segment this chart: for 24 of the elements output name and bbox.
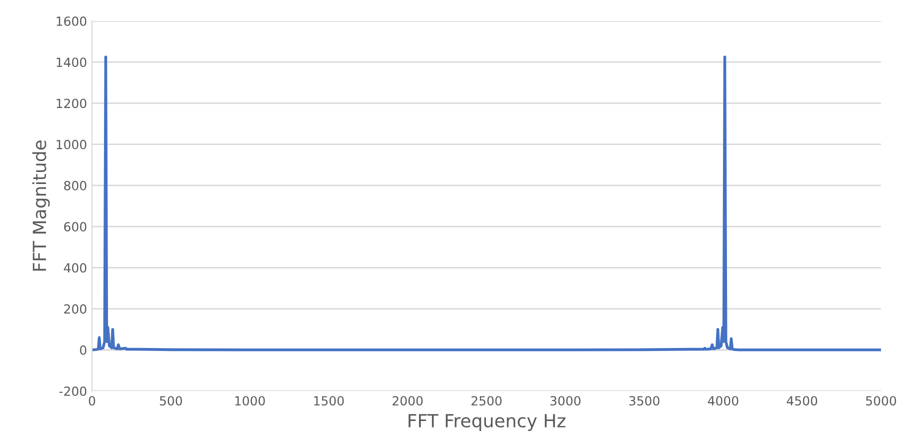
line-series [92, 56, 881, 352]
y-tick-label: 1200 [56, 98, 86, 108]
y-tick-label: 1000 [56, 140, 86, 150]
x-tick-label: 5000 [866, 396, 896, 406]
y-tick-label: 200 [64, 304, 86, 314]
y-axis-title: FFT Magnitude [32, 140, 50, 271]
x-tick-label: 2000 [392, 396, 423, 406]
y-tick-label: -200 [59, 386, 86, 396]
y-tick-label: 800 [64, 180, 86, 190]
x-tick-label: 3000 [550, 396, 580, 406]
y-tick-label: 600 [64, 222, 86, 232]
x-tick-label: 1500 [314, 396, 344, 406]
x-tick-label: 0 [88, 396, 96, 406]
y-tick-label: 400 [64, 263, 86, 273]
x-axis-title: FFT Frequency Hz [408, 414, 566, 431]
x-tick-label: 4500 [786, 396, 818, 406]
x-tick-label: 3500 [629, 396, 660, 406]
y-tick-label: 0 [80, 345, 86, 355]
x-tick-label: 4000 [708, 396, 738, 406]
y-tick-label: 1600 [56, 16, 86, 26]
x-tick-label: 2500 [472, 396, 502, 406]
x-tick-label: 1000 [235, 396, 265, 406]
y-tick-label: 1400 [56, 58, 86, 68]
x-tick-label: 500 [160, 396, 182, 406]
